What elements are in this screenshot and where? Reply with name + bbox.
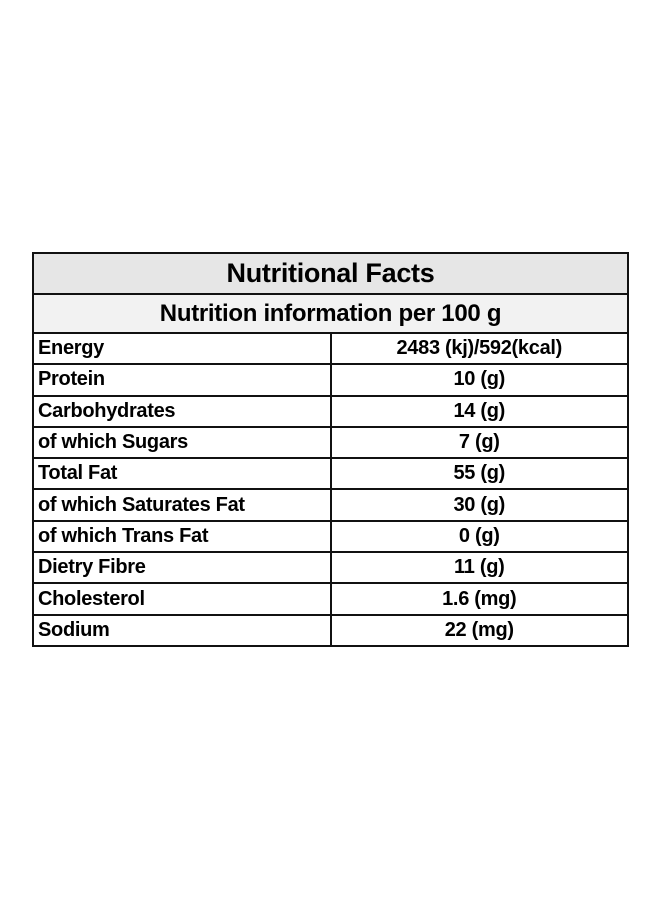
row-value: 1.6 (mg) [329, 582, 629, 616]
row-value: 55 (g) [329, 457, 629, 491]
row-label: Carbohydrates [32, 394, 332, 428]
row-label: of which Saturates Fat [32, 488, 332, 522]
table-row-sodium: Sodium 22 (mg) [32, 613, 629, 647]
row-value: 0 (g) [329, 519, 629, 554]
table-row-total-fat: Total Fat 55 (g) [32, 457, 629, 491]
table-row-sugars: of which Sugars 7 (g) [32, 425, 629, 460]
table-row-energy: Energy 2483 (kj)/592(kcal) [32, 331, 629, 366]
title-row: Nutritional Facts [32, 252, 629, 295]
table-row-trans-fat: of which Trans Fat 0 (g) [32, 519, 629, 554]
row-value: 14 (g) [329, 394, 629, 428]
subtitle-row: Nutrition information per 100 g [32, 293, 629, 334]
row-label: Total Fat [32, 457, 332, 491]
table-row-cholesterol: Cholesterol 1.6 (mg) [32, 582, 629, 616]
row-label: of which Sugars [32, 425, 332, 460]
table-row-saturates-fat: of which Saturates Fat 30 (g) [32, 488, 629, 522]
row-label: Energy [32, 331, 332, 366]
row-value: 11 (g) [329, 551, 629, 585]
table-subtitle: Nutrition information per 100 g [32, 293, 629, 334]
row-label: Cholesterol [32, 582, 332, 616]
row-label: of which Trans Fat [32, 519, 332, 554]
row-label: Protein [32, 363, 332, 397]
row-label: Dietry Fibre [32, 551, 332, 585]
row-value: 22 (mg) [329, 613, 629, 647]
row-label: Sodium [32, 613, 332, 647]
nutrition-facts-table: Nutritional Facts Nutrition information … [32, 252, 629, 647]
table-row-dietry-fibre: Dietry Fibre 11 (g) [32, 551, 629, 585]
row-value: 10 (g) [329, 363, 629, 397]
table-row-carbohydrates: Carbohydrates 14 (g) [32, 394, 629, 428]
row-value: 7 (g) [329, 425, 629, 460]
table-row-protein: Protein 10 (g) [32, 363, 629, 397]
row-value: 2483 (kj)/592(kcal) [329, 331, 629, 366]
table-title: Nutritional Facts [32, 252, 629, 295]
row-value: 30 (g) [329, 488, 629, 522]
